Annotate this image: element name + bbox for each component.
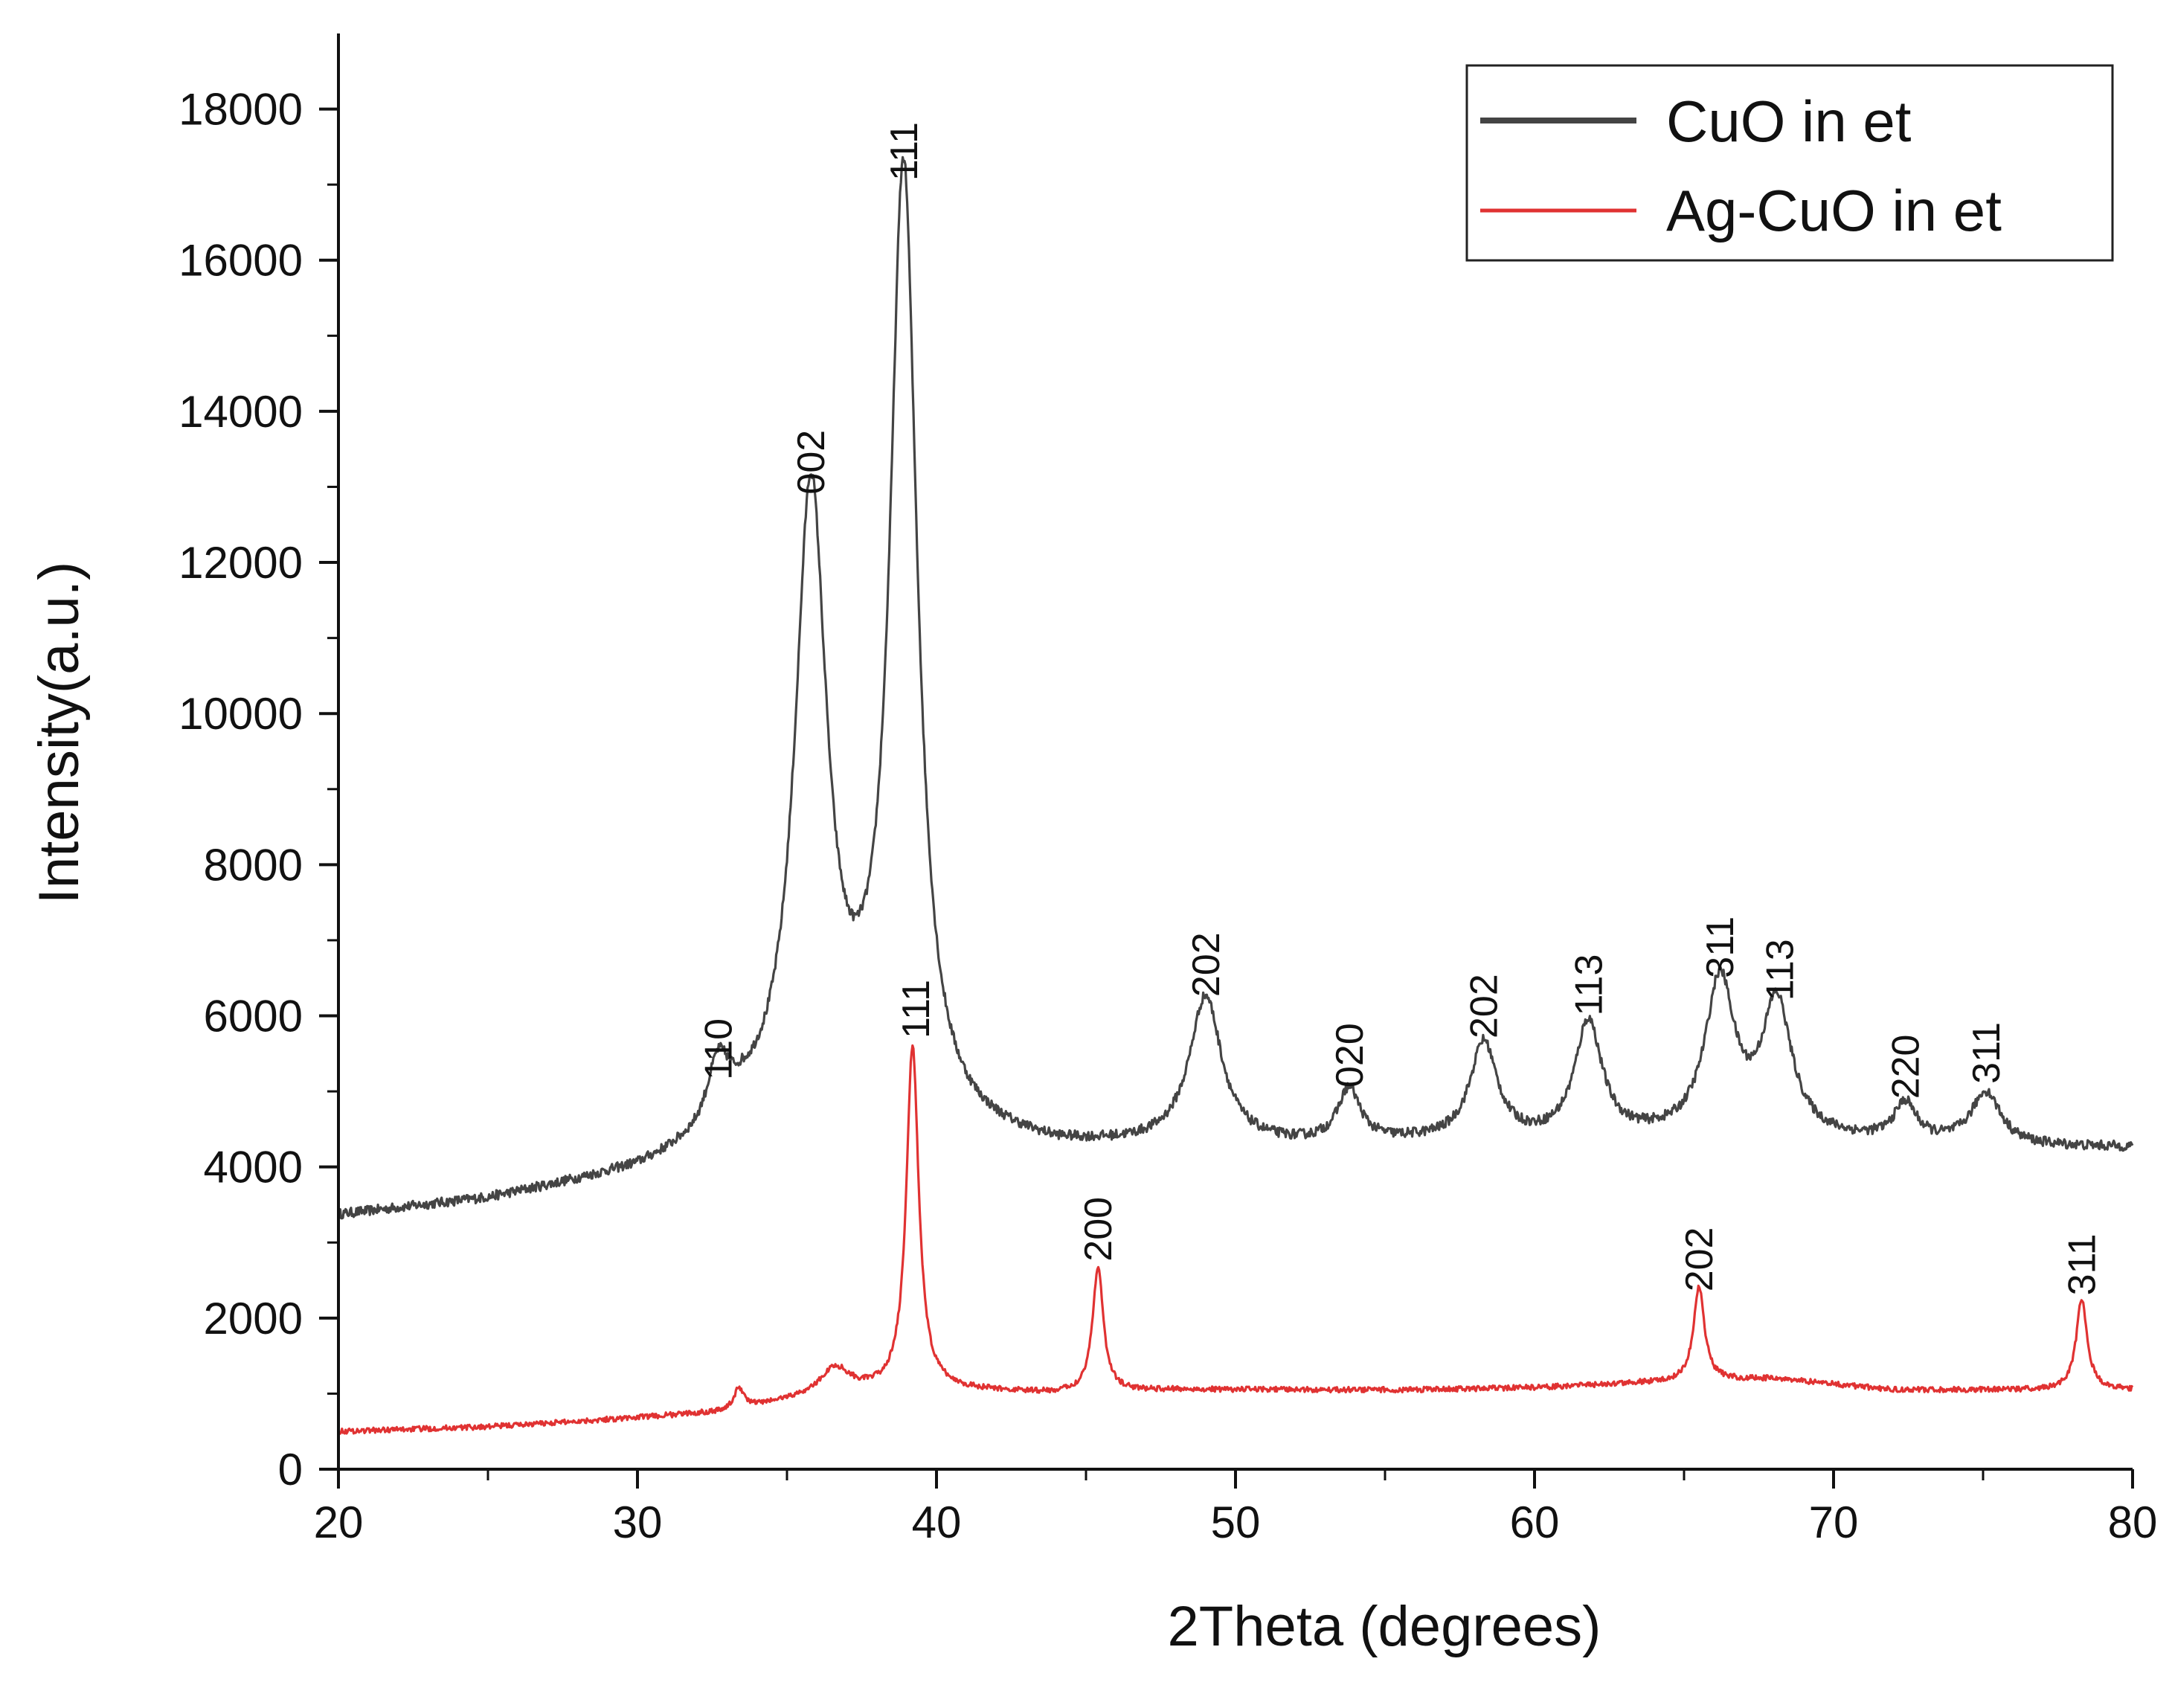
x-tick-label: 30 xyxy=(613,1497,663,1547)
peak-label: 111 xyxy=(895,980,938,1038)
y-tick-label: 14000 xyxy=(179,387,303,437)
y-tick-label: 4000 xyxy=(204,1143,303,1192)
peak-label: 002 xyxy=(790,430,833,495)
peak-label: 311 xyxy=(1699,916,1742,978)
series-line-ag-cuo xyxy=(338,1044,2134,1435)
peak-label: 220 xyxy=(1885,1035,1928,1099)
peak-label: 110 xyxy=(698,1018,741,1080)
peak-label: 202 xyxy=(1185,932,1228,997)
y-tick-label: 16000 xyxy=(179,236,303,286)
peak-label: 202 xyxy=(1463,974,1506,1038)
x-tick-label: 40 xyxy=(912,1497,962,1547)
peak-label: 202 xyxy=(1678,1227,1721,1292)
legend-label-ag-cuo: Ag-CuO in et xyxy=(1666,178,2002,243)
peak-label: 113 xyxy=(1759,939,1802,1001)
y-tick-label: 6000 xyxy=(204,992,303,1041)
y-tick-label: 18000 xyxy=(179,85,303,135)
legend-box xyxy=(1465,64,2114,262)
y-tick-label: 0 xyxy=(278,1445,303,1494)
peak-label: 111 xyxy=(883,122,926,181)
peak-label: 200 xyxy=(1077,1197,1120,1262)
legend: CuO in et Ag-CuO in et xyxy=(1465,64,2114,262)
series-line-cuo xyxy=(337,155,2134,1220)
x-tick-label: 20 xyxy=(314,1497,364,1547)
x-tick-label: 60 xyxy=(1510,1497,1560,1547)
y-tick-label: 12000 xyxy=(179,538,303,588)
y-axis-title: Intensity(a.u.) xyxy=(28,562,91,904)
x-tick-label: 70 xyxy=(1809,1497,1859,1547)
y-tick-label: 10000 xyxy=(179,689,303,739)
x-tick-label: 80 xyxy=(2108,1497,2158,1547)
y-tick-label: 8000 xyxy=(204,840,303,890)
peak-label: 311 xyxy=(2061,1233,2104,1295)
legend-label-cuo: CuO in et xyxy=(1666,89,1912,154)
peak-label: 020 xyxy=(1328,1023,1372,1088)
y-tick-label: 2000 xyxy=(204,1294,303,1343)
x-axis-title: 2Theta (degrees) xyxy=(1168,1595,1601,1658)
peak-label: 311 xyxy=(1965,1022,2008,1084)
peak-label: 113 xyxy=(1567,954,1610,1016)
x-tick-label: 50 xyxy=(1211,1497,1261,1547)
